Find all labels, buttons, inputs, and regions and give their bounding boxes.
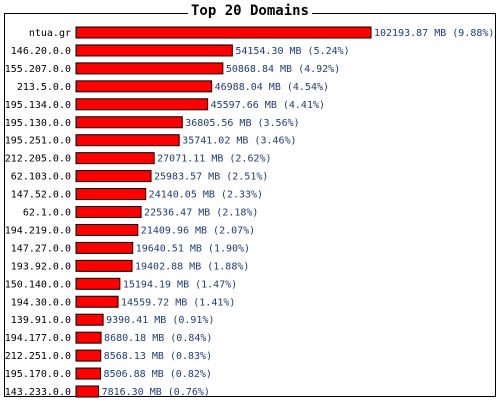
chart-title: Top 20 Domains	[0, 3, 500, 19]
bar	[75, 98, 209, 111]
category-label: 213.5.0.0	[17, 82, 71, 93]
category-label: 212.251.0.0	[5, 351, 71, 362]
bar	[75, 44, 233, 57]
bar	[75, 188, 147, 201]
value-label: 19402.88 MB (1.88%)	[135, 261, 249, 272]
category-label: 195.170.0.0	[5, 369, 71, 380]
bar	[75, 367, 102, 380]
value-label: 45597.66 MB (4.41%)	[211, 100, 325, 111]
value-label: 8506.88 MB (0.82%)	[104, 369, 212, 380]
chart-title-text: Top 20 Domains	[187, 3, 312, 19]
category-label: 194.219.0.0	[5, 225, 71, 236]
value-label: 25983.57 MB (2.51%)	[154, 172, 268, 183]
value-label: 7816.30 MB (0.76%)	[102, 387, 210, 398]
category-label: 195.130.0.0	[5, 118, 71, 129]
category-label: 150.140.0.0	[5, 279, 71, 290]
category-label: 212.205.0.0	[5, 154, 71, 165]
category-label: 139.91.0.0	[11, 315, 71, 326]
value-label: 50868.84 MB (4.92%)	[226, 64, 340, 75]
bar	[75, 241, 134, 254]
category-label: ntua.gr	[29, 28, 71, 39]
value-label: 22536.47 MB (2.18%)	[144, 208, 258, 219]
category-label: 62.103.0.0	[11, 172, 71, 183]
bar	[75, 223, 139, 236]
category-label: 195.251.0.0	[5, 136, 71, 147]
value-label: 8680.18 MB (0.84%)	[104, 333, 212, 344]
value-label: 15194.19 MB (1.47%)	[123, 279, 237, 290]
value-label: 54154.30 MB (5.24%)	[235, 46, 349, 57]
bar	[75, 26, 372, 39]
bar	[75, 277, 121, 290]
value-label: 24140.05 MB (2.33%)	[149, 190, 263, 201]
value-label: 21409.96 MB (2.07%)	[141, 225, 255, 236]
value-label: 102193.87 MB (9.88%)	[374, 28, 494, 39]
bar	[75, 170, 152, 183]
bar	[75, 331, 102, 344]
bar	[75, 80, 213, 93]
category-label: 195.134.0.0	[5, 100, 71, 111]
value-label: 14559.72 MB (1.41%)	[121, 297, 235, 308]
category-label: 155.207.0.0	[5, 64, 71, 75]
category-label: 62.1.0.0	[23, 208, 71, 219]
category-label: 193.92.0.0	[11, 261, 71, 272]
bar	[75, 349, 102, 362]
bar	[75, 295, 119, 308]
bar	[75, 116, 183, 129]
bar	[75, 313, 104, 326]
bar	[75, 62, 224, 75]
category-label: 143.233.0.0	[5, 387, 71, 398]
bar	[75, 134, 180, 147]
value-label: 8568.13 MB (0.83%)	[104, 351, 212, 362]
value-label: 35741.02 MB (3.46%)	[182, 136, 296, 147]
category-label: 146.20.0.0	[11, 46, 71, 57]
category-label: 147.27.0.0	[11, 243, 71, 254]
bar	[75, 259, 133, 272]
category-label: 194.30.0.0	[11, 297, 71, 308]
value-label: 36805.56 MB (3.56%)	[185, 118, 299, 129]
value-label: 19640.51 MB (1.90%)	[136, 243, 250, 254]
value-label: 9390.41 MB (0.91%)	[106, 315, 214, 326]
bar	[75, 152, 155, 165]
bar	[75, 385, 100, 398]
category-label: 194.177.0.0	[5, 333, 71, 344]
bar	[75, 206, 142, 218]
category-label: 147.52.0.0	[11, 190, 71, 201]
value-label: 27071.11 MB (2.62%)	[157, 154, 271, 165]
value-label: 46988.04 MB (4.54%)	[215, 82, 329, 93]
